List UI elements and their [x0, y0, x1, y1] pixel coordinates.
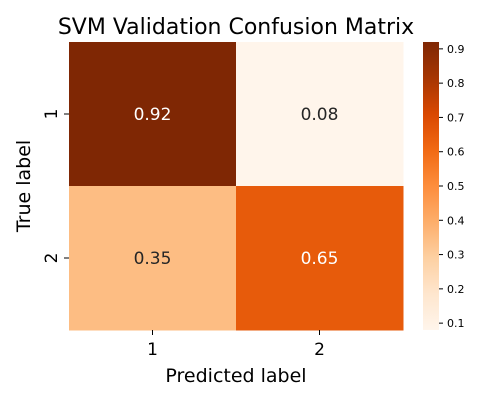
- colorbar: [423, 42, 439, 330]
- y-tick-label: 1: [42, 109, 62, 120]
- chart-title: SVM Validation Confusion Matrix: [58, 15, 414, 40]
- colorbar-tick-label: 0.9: [447, 43, 465, 56]
- cell-annotation: 0.35: [134, 249, 172, 269]
- colorbar-tick-label: 0.2: [447, 283, 465, 296]
- cell-annotation: 0.08: [301, 105, 339, 125]
- colorbar-tick-label: 0.6: [447, 146, 465, 159]
- colorbar-tick-label: 0.3: [447, 249, 465, 262]
- colorbar-tick-label: 0.4: [447, 214, 465, 227]
- x-tick-label: 1: [147, 340, 158, 360]
- x-axis-label: Predicted label: [165, 365, 306, 387]
- colorbar-tick-label: 0.7: [447, 111, 465, 124]
- cell-annotation: 0.92: [134, 105, 172, 125]
- heatmap-cell: [236, 186, 404, 331]
- colorbar-tick-label: 0.8: [447, 77, 465, 90]
- heatmap-cells: [69, 42, 404, 331]
- heatmap-cell: [236, 42, 404, 187]
- heatmap-cell: [69, 186, 237, 331]
- y-axis-label: True label: [13, 140, 35, 233]
- y-axis-ticks: 12: [42, 109, 69, 264]
- heatmap-cell: [69, 42, 237, 187]
- cell-annotation: 0.65: [301, 249, 339, 269]
- colorbar-tick-label: 0.5: [447, 180, 465, 193]
- y-tick-label: 2: [42, 253, 62, 264]
- cell-annotations: 0.92 0.08 0.35 0.65: [134, 105, 339, 269]
- colorbar-tick-label: 0.1: [447, 317, 465, 330]
- colorbar-ticks: 0.1 0.2 0.3 0.4 0.5 0.6 0.7 0.8 0.9: [439, 43, 465, 330]
- x-tick-label: 2: [314, 340, 325, 360]
